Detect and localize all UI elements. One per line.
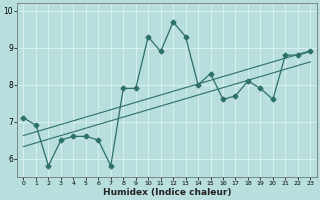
X-axis label: Humidex (Indice chaleur): Humidex (Indice chaleur) <box>103 188 231 197</box>
